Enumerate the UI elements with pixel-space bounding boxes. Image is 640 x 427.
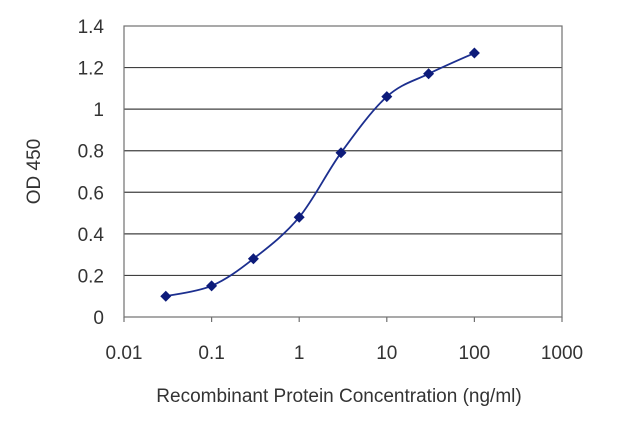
y-tick-label: 1 (93, 100, 104, 121)
series-line (165, 52, 475, 298)
y-tick-label: 0 (93, 308, 104, 329)
data-point-marker (206, 280, 218, 292)
x-tick-label: 1000 (541, 343, 583, 364)
y-tick-label: 1.4 (78, 17, 105, 38)
x-axis-title: Recombinant Protein Concentration (ng/ml… (156, 386, 521, 407)
y-axis-tick-labels: 0 0.2 0.4 0.6 0.8 1 1.2 1.4 (78, 17, 105, 329)
grid-lines (124, 66, 562, 277)
data-point-marker (160, 290, 172, 302)
y-tick-label: 0.8 (78, 142, 104, 163)
y-tick-label: 1.2 (78, 59, 104, 80)
y-tick-label: 0.6 (78, 183, 104, 204)
data-point-marker (247, 253, 259, 265)
data-point-marker (468, 47, 480, 59)
x-tick-label: 10 (376, 343, 397, 364)
data-point-marker (423, 68, 435, 80)
data-point-marker (381, 91, 393, 103)
y-tick-label: 0.4 (78, 225, 105, 246)
x-tick-label: 0.1 (198, 343, 224, 364)
x-tick-label: 100 (459, 343, 491, 364)
plot-area-frame (123, 25, 563, 318)
x-tick-label: 0.01 (106, 343, 143, 364)
x-tick-label: 1 (294, 343, 305, 364)
data-point-marker (335, 147, 347, 159)
series-markers (160, 47, 480, 302)
y-axis-title: OD 450 (24, 139, 45, 204)
data-point-marker (293, 211, 305, 223)
y-tick-label: 0.2 (78, 266, 104, 287)
x-axis-tick-labels: 0.01 0.1 1 10 100 1000 (106, 317, 583, 364)
